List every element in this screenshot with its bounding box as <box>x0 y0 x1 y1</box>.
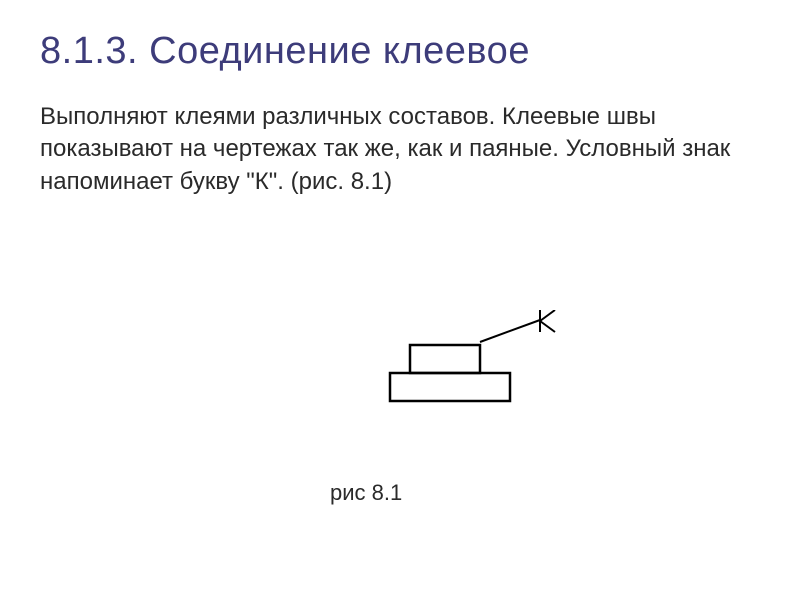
body-paragraph: Выполняют клеями различных составов. Кле… <box>40 101 760 198</box>
glue-joint-svg <box>360 310 600 450</box>
diagram-rect-top <box>410 345 480 373</box>
section-heading: 8.1.3. Соединение клеевое <box>40 30 760 73</box>
diagram-rect-bottom <box>390 373 510 401</box>
diagram-leader-line <box>480 320 540 342</box>
k-symbol-lower-arm <box>540 321 555 332</box>
k-symbol-upper-arm <box>540 310 555 321</box>
figure-caption: рис 8.1 <box>330 480 402 506</box>
technical-diagram <box>360 310 600 450</box>
